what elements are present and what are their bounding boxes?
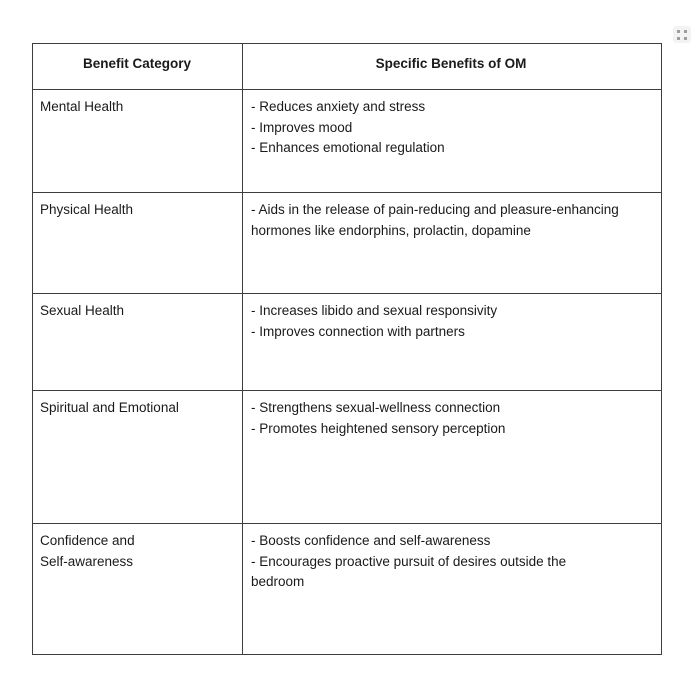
handle-dot: [677, 29, 680, 33]
benefits-cell: - Reduces anxiety and stress - Improves …: [243, 90, 661, 192]
benefits-cell: - Aids in the release of pain-reducing a…: [243, 193, 661, 293]
benefit-line: - Strengthens sexual-wellness connection: [251, 400, 501, 415]
header-cell-specific-benefits: Specific Benefits of OM: [375, 56, 527, 71]
table-header-row: Benefit Category Specific Benefits of OM: [33, 44, 661, 90]
benefit-line: hormones like endorphins, prolactin, dop…: [251, 222, 531, 238]
benefits-cell: - Strengthens sexual-wellness connection…: [243, 391, 661, 523]
table-row-spiritual-and-emotional: Spiritual and Emotional - Strengthens se…: [33, 391, 661, 524]
benefits-cell: - Increases libido and sexual responsivi…: [243, 294, 661, 390]
category-text: Physical Health: [40, 202, 134, 217]
benefit-line: bedroom: [251, 574, 305, 589]
category-text: Sexual Health: [40, 303, 125, 318]
category-cell: Physical Health: [33, 193, 243, 293]
category-cell: Sexual Health: [33, 294, 243, 390]
table-row-sexual-health: Sexual Health - Increases libido and sex…: [33, 294, 661, 391]
handle-dot: [677, 36, 680, 40]
category-cell: Spiritual and Emotional: [33, 391, 243, 523]
category-cell: Mental Health: [33, 90, 243, 192]
benefit-line: - Reduces anxiety and stress: [251, 99, 426, 114]
handle-dot: [684, 36, 687, 40]
category-text: Mental Health: [40, 99, 124, 114]
table-row-confidence-and-self-awareness: Confidence and Self-awareness - Boosts c…: [33, 524, 661, 654]
benefit-line: - Boosts confidence and self-awareness: [251, 533, 491, 548]
benefit-line: - Increases libido and sexual responsivi…: [251, 303, 498, 318]
benefits-table: Benefit Category Specific Benefits of OM…: [32, 43, 662, 655]
benefit-line: - Promotes heightened sensory perception: [251, 420, 506, 436]
category-cell: Confidence and Self-awareness: [33, 524, 243, 654]
table-row-physical-health: Physical Health - Aids in the release of…: [33, 193, 661, 294]
category-text: Self-awareness: [40, 553, 134, 569]
category-text: Spiritual and Emotional: [40, 400, 179, 415]
benefit-line: - Improves connection with partners: [251, 323, 465, 339]
header-cell-benefit-category: Benefit Category: [33, 44, 243, 89]
benefit-line: - Encourages proactive pursuit of desire…: [251, 553, 567, 569]
benefits-cell: - Boosts confidence and self-awareness -…: [243, 524, 661, 654]
benefit-line: - Enhances emotional regulation: [251, 140, 445, 155]
table-row-mental-health: Mental Health - Reduces anxiety and stre…: [33, 90, 661, 193]
benefit-line: - Aids in the release of pain-reducing a…: [251, 202, 619, 217]
drag-handle-icon[interactable]: [673, 26, 691, 43]
category-text: Confidence and: [40, 533, 135, 548]
handle-dot: [684, 29, 687, 33]
benefit-line: - Improves mood: [251, 119, 353, 135]
